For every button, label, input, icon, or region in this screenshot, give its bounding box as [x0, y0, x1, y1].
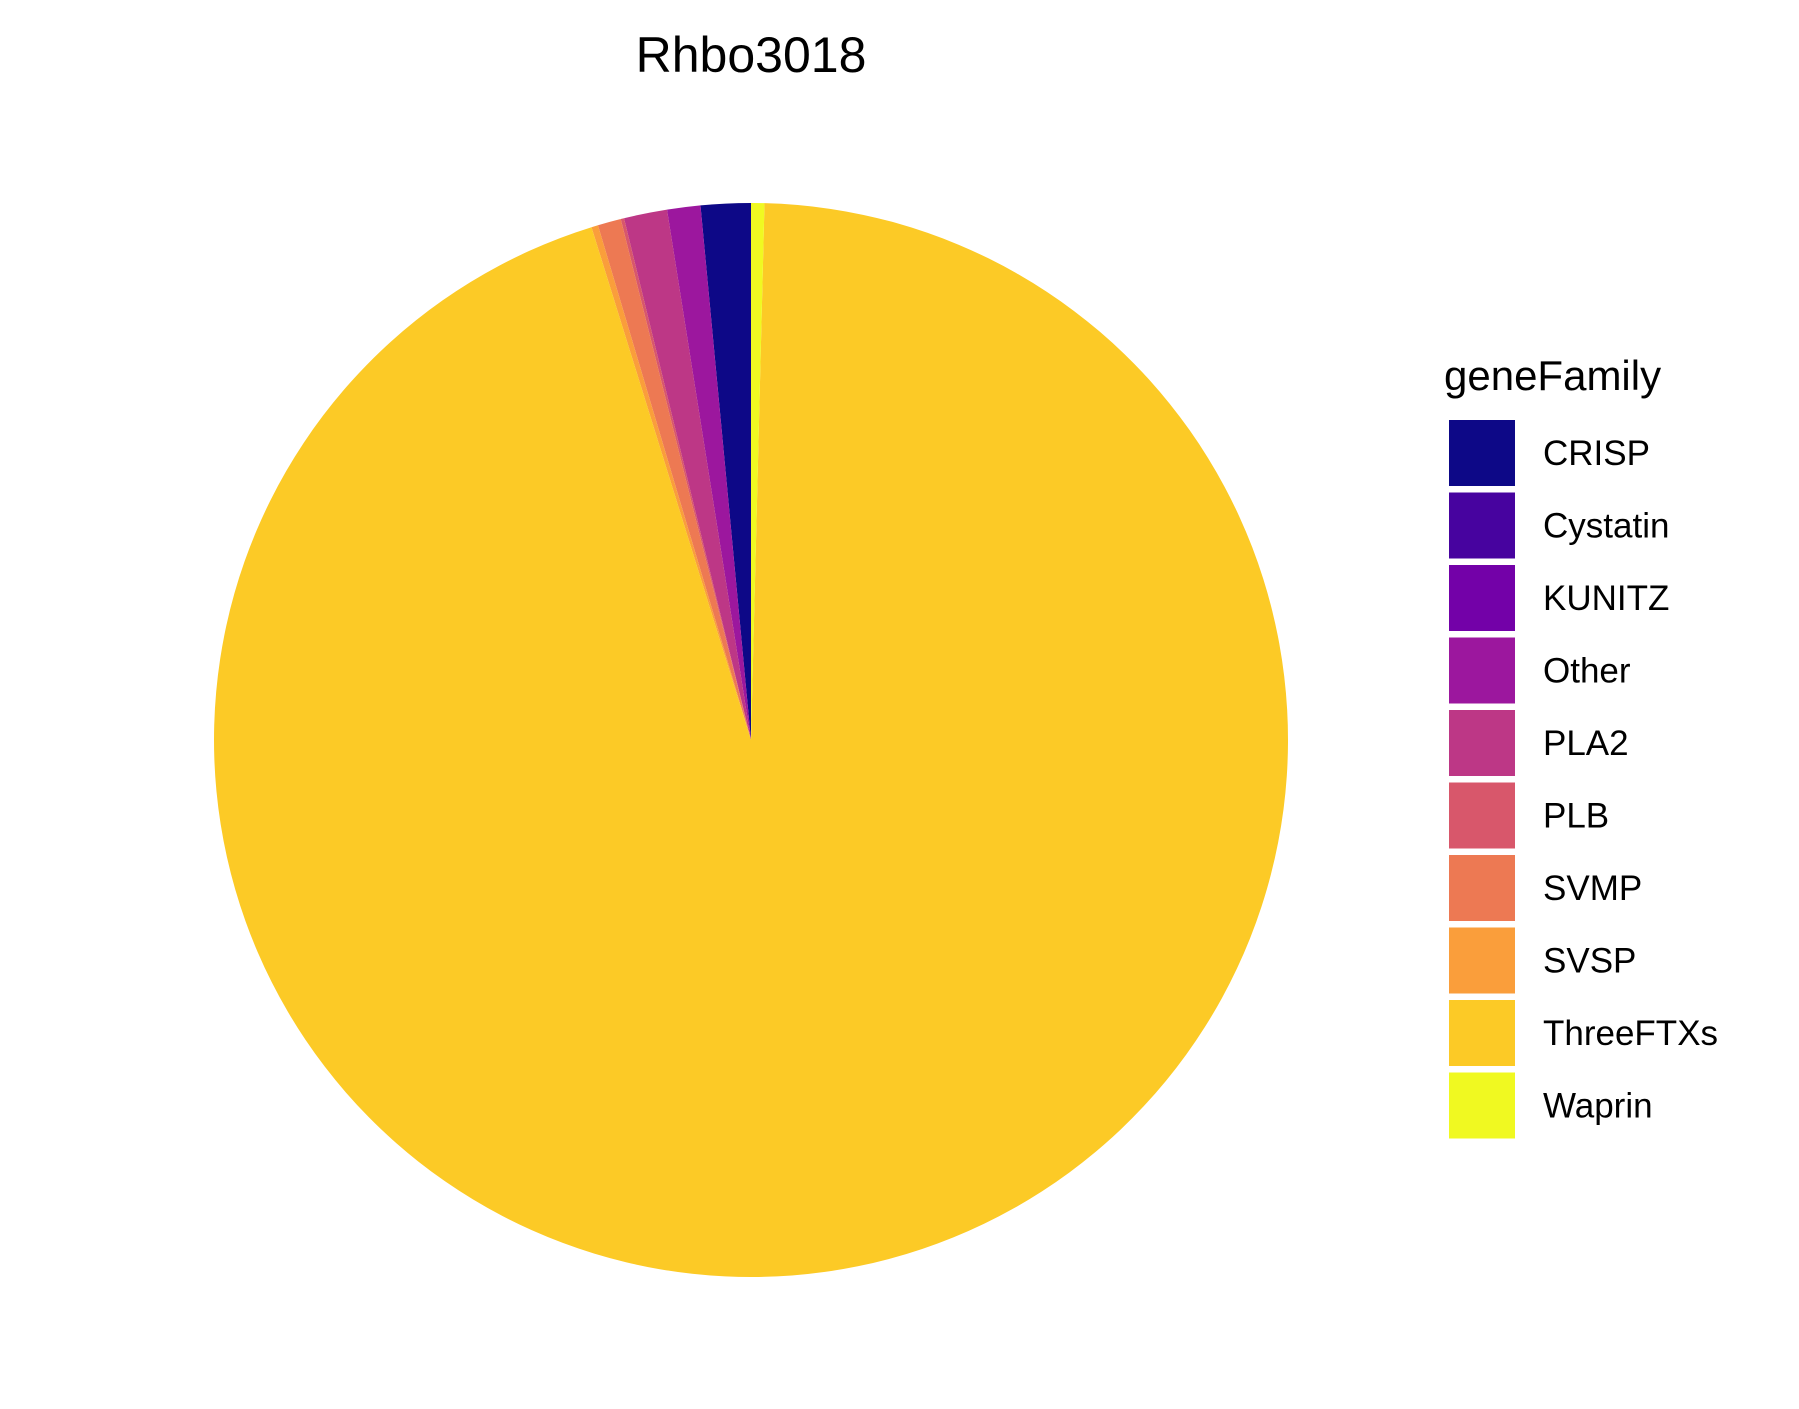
- pie-slice-other: [666, 205, 751, 740]
- legend-label-plb: PLB: [1543, 797, 1609, 836]
- legend-key-cystatin: [1449, 492, 1515, 559]
- pie-slice-threeftxs: [214, 203, 1289, 1278]
- legend-label-other: Other: [1543, 652, 1631, 691]
- pie-slice-crisp: [700, 203, 751, 740]
- legend-key-pla2: [1449, 710, 1515, 776]
- legend-key-waprin: [1449, 1072, 1515, 1139]
- legend-label-threeftxs: ThreeFTXs: [1543, 1014, 1718, 1053]
- legend-key-other: [1449, 637, 1515, 704]
- legend-key-crisp: [1449, 420, 1515, 486]
- legend-title: geneFamily: [1444, 352, 1661, 399]
- legend-key-plb: [1449, 782, 1515, 849]
- pie-slice-pla2: [624, 209, 751, 741]
- pie-slice-svsp: [591, 225, 751, 740]
- pie-slice-svmp: [597, 219, 751, 741]
- pie-slice-waprin: [751, 203, 765, 740]
- legend-items: CRISP Cystatin KUNITZ Other PLA2 PLB SVMP SVSP T…: [1449, 420, 1718, 1139]
- legend-label-kunitz: KUNITZ: [1543, 579, 1669, 618]
- legend-label-cystatin: Cystatin: [1543, 507, 1669, 546]
- legend-label-pla2: PLA2: [1543, 724, 1629, 763]
- legend-key-threeftxs: [1449, 1000, 1515, 1066]
- legend-key-svsp: [1449, 927, 1515, 994]
- legend-label-waprin: Waprin: [1543, 1087, 1653, 1126]
- legend-key-kunitz: [1449, 565, 1515, 631]
- pie-slice-plb: [620, 218, 751, 741]
- legend-key-svmp: [1449, 855, 1515, 921]
- legend: geneFamily CRISP Cystatin KUNITZ Other PLA2 P…: [1444, 352, 1718, 1139]
- legend-label-svmp: SVMP: [1543, 869, 1642, 908]
- legend-label-svsp: SVSP: [1543, 942, 1636, 981]
- legend-label-crisp: CRISP: [1543, 434, 1650, 473]
- chart-title: Rhbo3018: [636, 27, 867, 83]
- pie-slices: [214, 203, 1289, 1278]
